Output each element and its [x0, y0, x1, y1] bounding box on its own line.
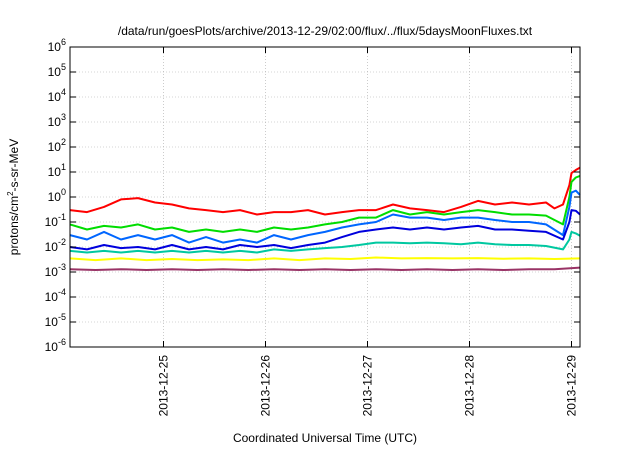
series-line-3	[69, 189, 581, 244]
y-tick-label-base: 10	[48, 40, 62, 54]
y-tick-label-exp: 2	[61, 137, 66, 147]
y-tick-label-exp: 4	[61, 87, 66, 97]
x-tick-label: 2013-12-29	[565, 355, 579, 417]
x-tick-label: 2013-12-25	[157, 355, 171, 417]
x-tick-label: 2013-12-26	[259, 355, 273, 417]
series-line-4	[69, 209, 581, 251]
y-tick-label-base: 10	[45, 240, 59, 254]
series-line-7	[69, 266, 581, 271]
y-tick-label: 10-3	[45, 262, 66, 279]
y-tick-label: 10-6	[45, 337, 66, 354]
series-line-2	[69, 174, 581, 233]
y-tick-label-base: 10	[48, 165, 62, 179]
y-tick-label: 104	[48, 87, 66, 104]
y-axis-label: protons/cm2-s-sr-MeV	[6, 139, 21, 255]
y-tick-label-base: 10	[48, 90, 62, 104]
y-tick-label-exp: -2	[58, 237, 66, 247]
series-layer	[69, 166, 581, 271]
x-axis-label: Coordinated Universal Time (UTC)	[233, 431, 417, 445]
y-tick-label: 106	[48, 37, 66, 54]
y-tick-label-exp: -5	[58, 312, 66, 322]
y-tick-label-base: 10	[48, 65, 62, 79]
y-tick-label-base: 10	[48, 140, 62, 154]
y-tick-label-exp: 0	[61, 187, 66, 197]
y-tick-label-exp: -4	[58, 287, 66, 297]
y-tick-label: 102	[48, 137, 66, 154]
y-tick-label-exp: 3	[61, 112, 66, 122]
y-tick-label-base: 10	[45, 265, 59, 279]
y-tick-label: 10-1	[45, 212, 66, 229]
series-line-1	[69, 166, 581, 216]
y-tick-label-exp: -1	[58, 212, 66, 222]
y-tick-label-exp: 1	[61, 162, 66, 172]
y-tick-label: 105	[48, 62, 66, 79]
y-tick-label: 101	[48, 162, 66, 179]
y-tick-label-exp: -6	[58, 337, 66, 347]
y-axis-label-rest: -s-sr-MeV	[7, 139, 21, 192]
x-tick-label: 2013-12-28	[463, 355, 477, 417]
y-tick-label: 10-2	[45, 237, 66, 254]
y-tick-label-base: 10	[45, 290, 59, 304]
y-tick-label-base: 10	[45, 215, 59, 229]
axis-layer: 10-610-510-410-310-210-11001011021031041…	[45, 37, 580, 416]
grid-layer	[70, 47, 580, 347]
y-tick-label-exp: 5	[61, 62, 66, 72]
y-tick-label-base: 10	[45, 315, 59, 329]
x-tick-label: 2013-12-27	[361, 355, 375, 417]
y-tick-label-base: 10	[48, 115, 62, 129]
y-tick-label: 10-4	[45, 287, 66, 304]
y-tick-label-exp: -3	[58, 262, 66, 272]
y-tick-label: 10-5	[45, 312, 66, 329]
y-tick-label-base: 10	[45, 340, 59, 354]
y-tick-label-base: 10	[48, 190, 62, 204]
y-axis-label-sup: 2	[6, 191, 15, 196]
series-line-5	[69, 230, 581, 254]
y-tick-label: 100	[48, 187, 66, 204]
y-tick-label: 103	[48, 112, 66, 129]
chart-title: /data/run/goesPlots/archive/2013-12-29/0…	[118, 24, 533, 38]
y-tick-label-exp: 6	[61, 37, 66, 47]
series-line-6	[69, 256, 581, 262]
y-axis-label-base: protons/cm	[7, 196, 21, 255]
